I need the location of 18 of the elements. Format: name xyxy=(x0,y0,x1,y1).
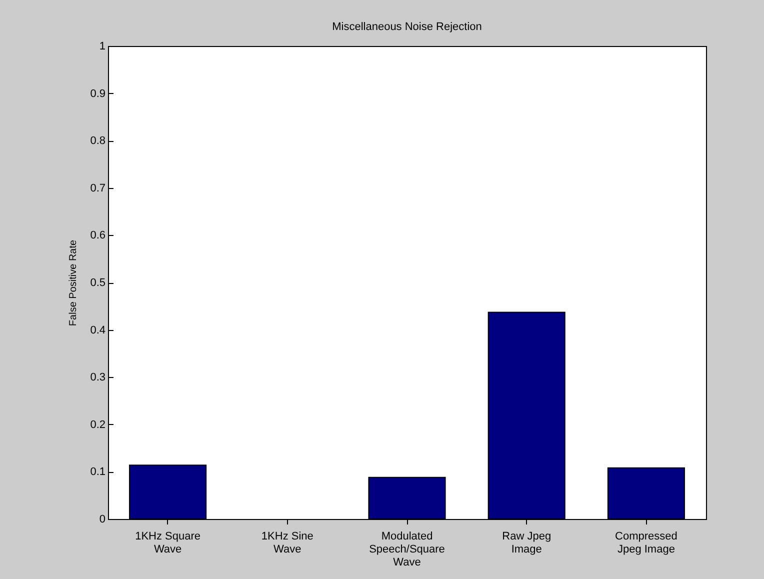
y-tick-label: 0.3 xyxy=(90,372,106,384)
x-tick-label: 1KHz Sine Wave xyxy=(261,530,314,556)
y-tick-label: 0.5 xyxy=(90,277,106,289)
y-axis-title: False Positive Rate xyxy=(68,239,80,326)
x-tick-label: Modulated Speech/Square Wave xyxy=(369,530,445,568)
x-tick-label: 1KHz Square Wave xyxy=(135,530,201,556)
y-tick-label: 0.2 xyxy=(90,418,106,431)
y-tick-label: 0.4 xyxy=(90,324,106,336)
y-tick-label: 0.1 xyxy=(90,466,106,478)
y-tick-label: 0.9 xyxy=(90,88,106,100)
y-tick-label: 1 xyxy=(99,40,106,52)
y-tick-label: 0.6 xyxy=(90,230,106,242)
x-tick-label: Raw Jpeg Image xyxy=(502,530,552,556)
y-tick-label: 0.8 xyxy=(90,135,106,148)
y-tick-label: 0 xyxy=(99,514,106,526)
chart-title: Miscellaneous Noise Rejection xyxy=(332,21,482,33)
x-tick-label: Compressed Jpeg Image xyxy=(615,530,678,556)
y-tick-label: 0.7 xyxy=(90,182,106,194)
